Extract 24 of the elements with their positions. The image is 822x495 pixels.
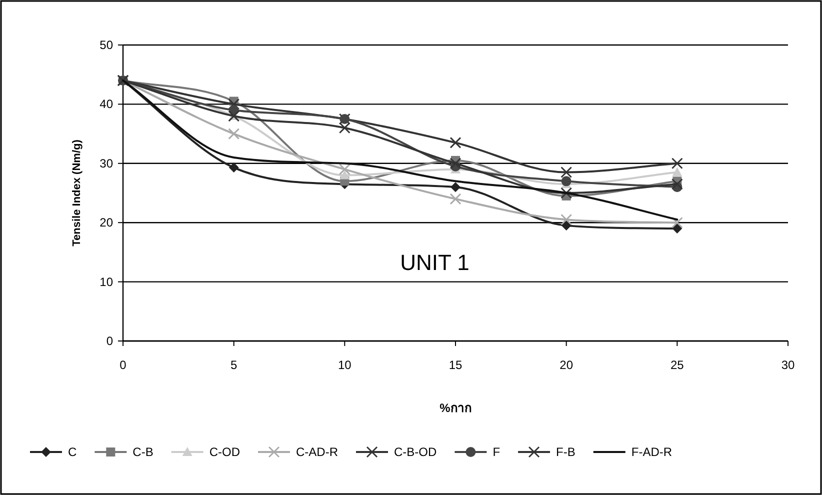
- legend-label: C-AD-R: [296, 445, 338, 459]
- legend-label: F-B: [556, 445, 576, 459]
- x-tick-label: 10: [338, 358, 352, 372]
- legend-label: F-AD-R: [631, 445, 672, 459]
- x-tick-label: 20: [560, 358, 574, 372]
- legend-label: C: [68, 445, 77, 459]
- legend-label: F: [492, 445, 500, 459]
- x-axis-title: %กาก: [440, 401, 472, 415]
- y-tick-label: 0: [106, 334, 114, 348]
- legend-label: C-B-OD: [394, 445, 438, 459]
- y-axis-title: Tensile Index (Nm/g): [71, 139, 83, 246]
- x-tick-label: 25: [670, 358, 684, 372]
- x-tick-label: 15: [448, 358, 462, 372]
- x-tick-label: 5: [230, 358, 238, 372]
- y-tick-label: 30: [100, 156, 114, 170]
- y-tick-label: 10: [100, 274, 114, 289]
- legend-label: C-B: [132, 445, 154, 459]
- y-tick-label: 50: [100, 38, 114, 52]
- x-tick-label: 0: [120, 358, 127, 372]
- x-tick-label: 30: [781, 358, 795, 372]
- y-tick-label: 20: [100, 216, 114, 230]
- annotation: UNIT 1: [400, 250, 470, 275]
- y-tick-label: 40: [100, 97, 114, 112]
- legend-label: C-OD: [209, 445, 240, 459]
